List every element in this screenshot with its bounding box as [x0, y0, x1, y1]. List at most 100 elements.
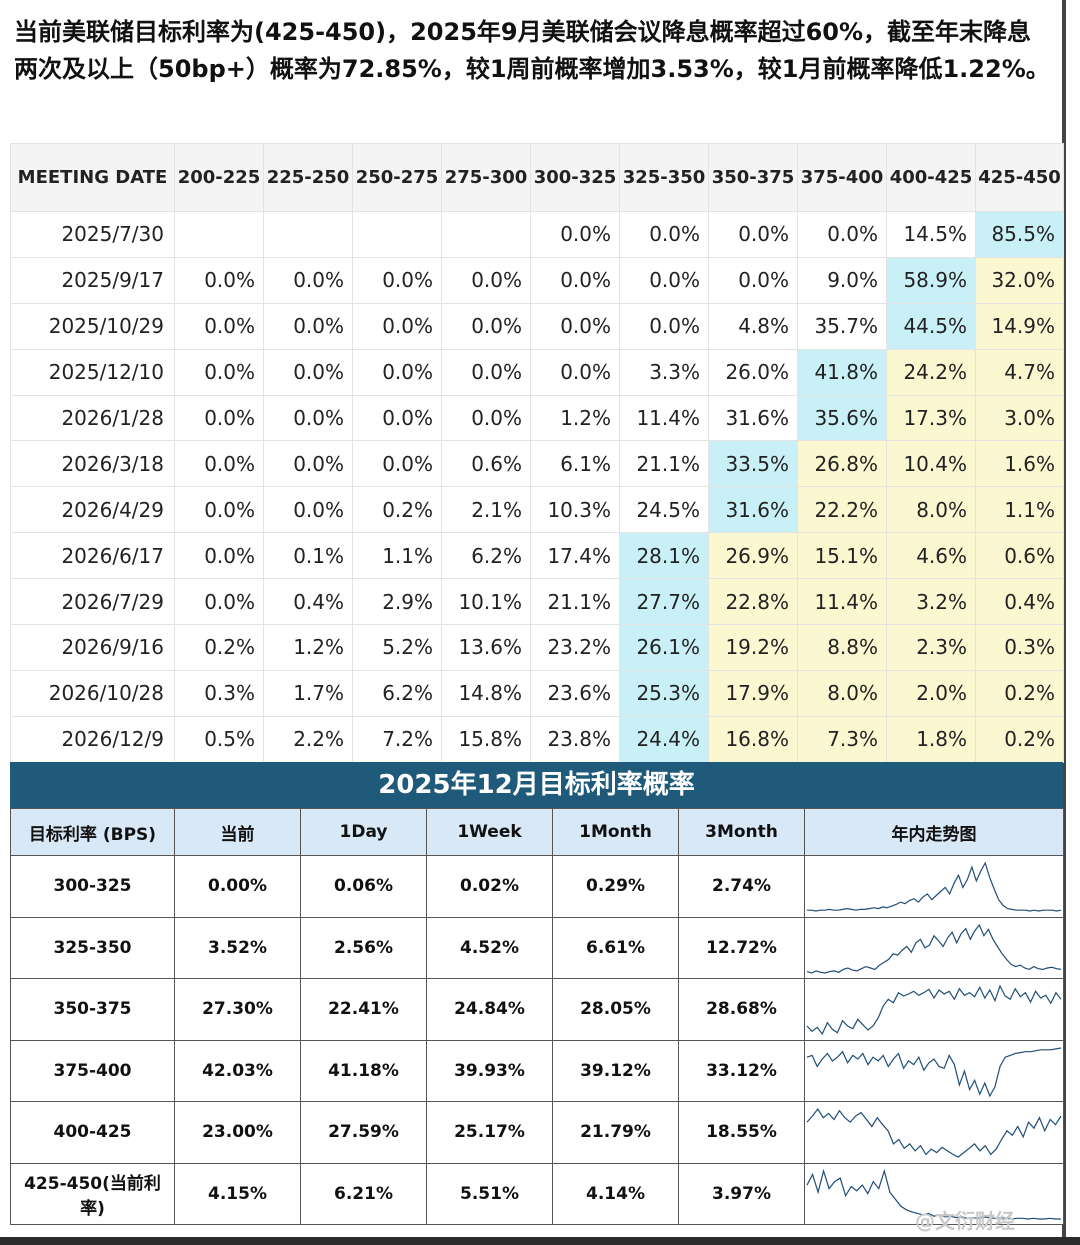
probability-cell: 6.61%	[552, 916, 679, 979]
probability-cell: 25.17%	[426, 1101, 553, 1164]
sparkline-cell	[804, 916, 1064, 979]
sparkline-line	[807, 861, 1062, 912]
probability-cell: 1.1%	[975, 486, 1064, 534]
probability-cell: 14.5%	[886, 211, 976, 258]
probability-cell: 0.0%	[352, 302, 442, 350]
probability-cell: 0.0%	[619, 211, 709, 258]
sparkline-chart	[806, 1168, 1061, 1220]
target-rate-cell: 400-425	[10, 1101, 175, 1164]
probability-cell: 0.0%	[441, 302, 531, 350]
probability-cell: 26.1%	[619, 624, 709, 671]
probability-cell: 0.6%	[441, 440, 531, 488]
probability-cell: 0.0%	[263, 256, 353, 304]
probability-cell: 10.4%	[886, 440, 976, 488]
probability-cell: 22.2%	[797, 486, 887, 534]
probability-cell: 28.68%	[678, 978, 805, 1041]
meeting-date-cell: 2026/9/16	[10, 624, 175, 671]
probability-cell: 28.1%	[619, 532, 709, 580]
probability-cell: 33.12%	[678, 1039, 805, 1102]
probability-cell: 7.3%	[797, 715, 887, 763]
fed-probability-table: MEETING DATE 200-225 225-250 250-275 275-300…	[10, 143, 1064, 763]
probability-cell: 5.2%	[352, 624, 442, 671]
probability-cell: 0.4%	[263, 578, 353, 626]
table-row: 350-375 27.30% 22.41% 24.84% 28.05% 28.68%	[10, 978, 1064, 1041]
december-section-title: 2025年12月目标利率概率	[10, 762, 1063, 808]
probability-cell: 0.0%	[174, 394, 264, 442]
probability-cell: 7.2%	[352, 715, 442, 763]
probability-cell: 15.8%	[441, 715, 531, 763]
probability-cell: 1.1%	[352, 532, 442, 580]
probability-cell: 23.8%	[530, 715, 620, 763]
probability-cell: 39.93%	[426, 1039, 553, 1102]
probability-cell: 0.0%	[174, 440, 264, 488]
probability-cell: 1.2%	[530, 394, 620, 442]
probability-cell: 8.8%	[797, 624, 887, 671]
meeting-date-cell: 2026/10/28	[10, 669, 175, 717]
sparkline-cell	[804, 855, 1064, 918]
probability-cell: 22.8%	[708, 578, 798, 626]
sparkline-line	[806, 923, 1062, 974]
probability-cell: 0.1%	[263, 532, 353, 580]
target-rate-cell: 425-450(当前利率)	[10, 1162, 175, 1225]
probability-cell: 0.0%	[352, 440, 442, 488]
probability-cell: 0.0%	[263, 302, 353, 350]
probability-cell: 1.8%	[886, 715, 976, 763]
probability-cell: 58.9%	[886, 256, 976, 304]
probability-cell: 22.41%	[300, 978, 427, 1041]
probability-cell: 0.0%	[797, 211, 887, 258]
meeting-date-cell: 2025/9/17	[10, 256, 175, 304]
probability-cell: 35.6%	[797, 394, 887, 442]
probability-cell: 3.0%	[975, 394, 1064, 442]
table-row: 2025/7/30 0.0% 0.0% 0.0% 0.0% 14.5% 85.5%	[10, 211, 1064, 258]
probability-cell: 12.72%	[678, 916, 805, 979]
probability-cell: 13.6%	[441, 624, 531, 671]
probability-cell	[352, 211, 442, 258]
probability-cell: 14.9%	[975, 302, 1064, 350]
probability-cell: 18.55%	[678, 1101, 805, 1164]
probability-cell: 1.6%	[975, 440, 1064, 488]
probability-cell: 1.2%	[263, 624, 353, 671]
probability-cell: 15.1%	[797, 532, 887, 580]
probability-cell: 11.4%	[619, 394, 709, 442]
probability-cell: 44.5%	[886, 302, 976, 350]
december-probability-table: 目标利率 (BPS) 当前 1Day 1Week 1Month 3Month 年内走势图 3…	[10, 808, 1064, 1225]
meeting-date-cell: 2025/12/10	[10, 348, 175, 396]
probability-cell: 23.00%	[174, 1101, 301, 1164]
probability-cell: 0.2%	[975, 669, 1064, 717]
table-row: 2025/10/29 0.0% 0.0% 0.0% 0.0% 0.0% 0.0% 4.8% 35…	[10, 302, 1064, 350]
sparkline-cell	[804, 1039, 1064, 1102]
probability-cell: 10.3%	[530, 486, 620, 534]
table-row: 2026/9/16 0.2% 1.2% 5.2% 13.6% 23.2% 26.1% 19.2…	[10, 624, 1064, 671]
probability-cell: 0.0%	[530, 256, 620, 304]
probability-cell: 0.0%	[263, 348, 353, 396]
probability-cell: 0.0%	[263, 394, 353, 442]
probability-cell: 2.3%	[886, 624, 976, 671]
probability-cell: 6.1%	[530, 440, 620, 488]
probability-cell: 0.0%	[530, 302, 620, 350]
probability-cell	[263, 211, 353, 258]
probability-cell: 41.18%	[300, 1039, 427, 1102]
probability-cell: 10.1%	[441, 578, 531, 626]
sparkline-line	[806, 1047, 1062, 1098]
table-row: 2026/3/18 0.0% 0.0% 0.0% 0.6% 6.1% 21.1% 33.5% 2…	[10, 440, 1064, 488]
probability-cell: 26.8%	[797, 440, 887, 488]
table-row: 2026/10/28 0.3% 1.7% 6.2% 14.8% 23.6% 25.3% 17.…	[10, 669, 1064, 717]
probability-cell: 33.5%	[708, 440, 798, 488]
sparkline-chart	[806, 984, 1062, 1036]
sparkline-cell	[804, 1162, 1064, 1225]
probability-cell: 0.2%	[975, 715, 1064, 763]
table-row: 2026/6/17 0.0% 0.1% 1.1% 6.2% 17.4% 28.1% 26.9%…	[10, 532, 1064, 580]
sparkline-line	[806, 1168, 1061, 1220]
probability-cell: 0.29%	[552, 855, 679, 918]
table-row: 2026/1/28 0.0% 0.0% 0.0% 0.0% 1.2% 11.4% 31.6% 3…	[10, 394, 1064, 442]
probability-cell: 0.0%	[174, 302, 264, 350]
probability-cell: 21.79%	[552, 1101, 679, 1164]
probability-cell: 2.9%	[352, 578, 442, 626]
probability-cell: 0.2%	[174, 624, 264, 671]
probability-cell: 4.15%	[174, 1162, 301, 1225]
sparkline-chart	[806, 1108, 1062, 1158]
sparkline-chart	[807, 861, 1062, 912]
sparkline-cell	[804, 1101, 1064, 1164]
column-header-rate: 225-250	[263, 143, 353, 212]
probability-cell: 23.6%	[530, 669, 620, 717]
